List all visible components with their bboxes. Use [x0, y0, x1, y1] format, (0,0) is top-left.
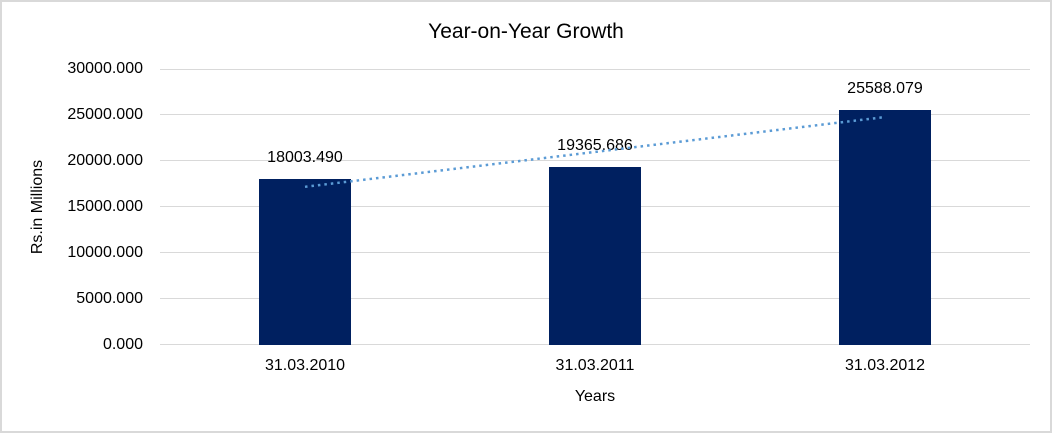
gridline	[160, 160, 1030, 161]
y-tick-label: 5000.000	[76, 290, 143, 307]
bar-data-label: 18003.490	[267, 149, 343, 167]
bar-data-label: 25588.079	[847, 79, 923, 97]
y-tick-label: 0.000	[102, 336, 143, 353]
chart-title: Year-on-Year Growth	[428, 20, 624, 43]
y-tick-label: 25000.000	[67, 106, 143, 123]
y-tick-label: 15000.000	[67, 198, 143, 215]
y-tick-label: 20000.000	[67, 152, 143, 169]
x-tick-label: 31.03.2011	[555, 357, 635, 374]
bar	[259, 179, 351, 345]
gridline	[160, 114, 1030, 115]
x-axis-title: Years	[574, 388, 616, 405]
bar-data-label: 19365.686	[557, 136, 633, 154]
bar	[549, 166, 641, 345]
y-tick-label: 10000.000	[67, 244, 143, 261]
x-tick-label: 31.03.2012	[844, 357, 926, 374]
x-tick-label: 31.03.2010	[264, 357, 346, 374]
y-tick-label: 30000.000	[67, 60, 143, 77]
bar	[839, 109, 931, 345]
trendline	[304, 115, 886, 189]
plot-area: 0.000 5000.000 10000.000 15000.000 20000.000…	[67, 60, 1030, 374]
gridline	[160, 69, 1030, 70]
trendline-segment	[304, 115, 886, 189]
